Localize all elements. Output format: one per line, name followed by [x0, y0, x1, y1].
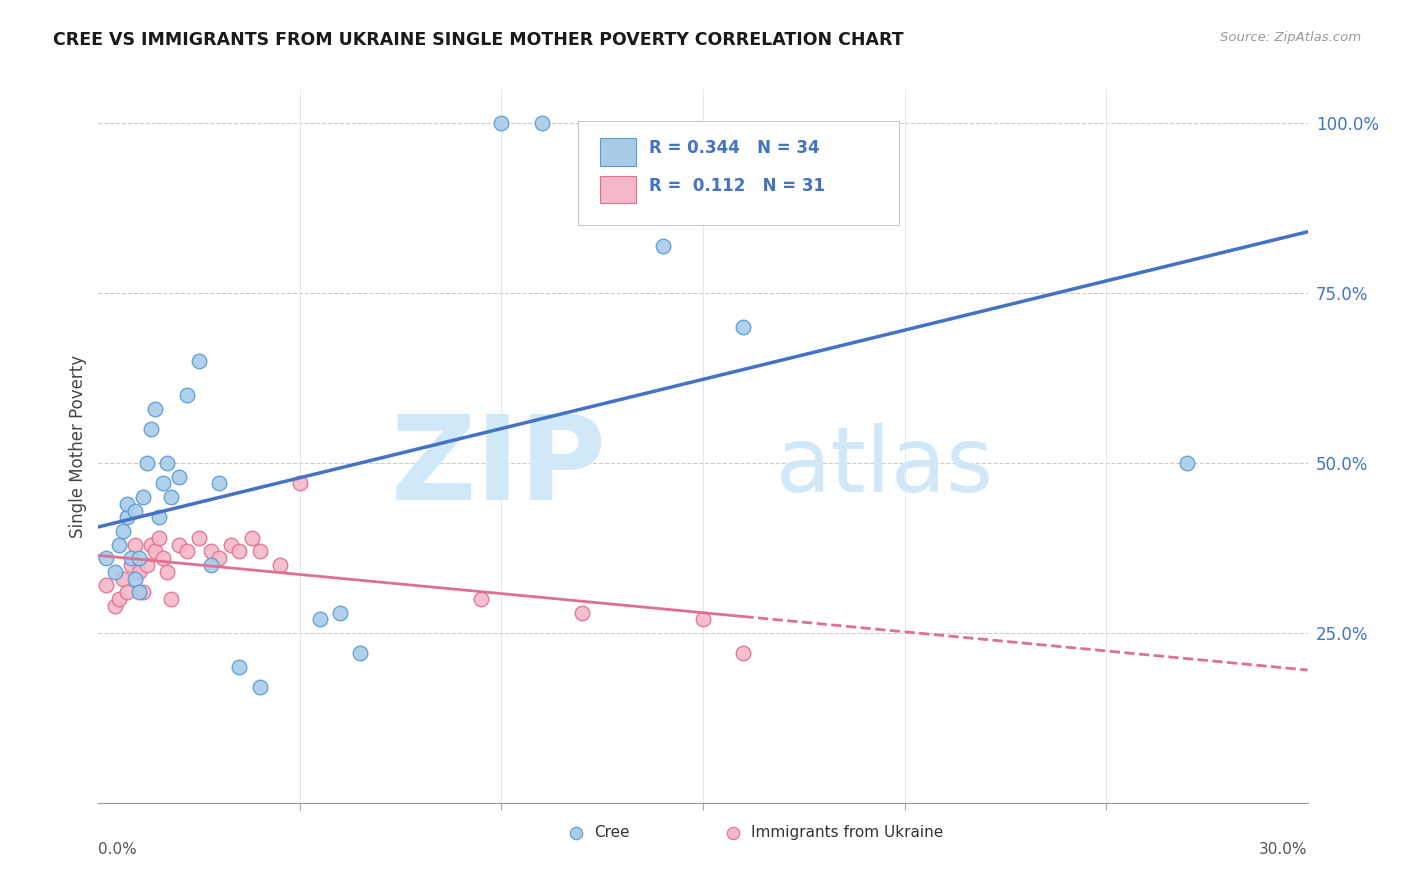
Point [571, 606, 593, 620]
Point [115, 510, 138, 524]
Point [148, 510, 170, 524]
Point [103, 599, 125, 613]
Point [221, 537, 243, 551]
Point [132, 585, 155, 599]
Point [103, 565, 125, 579]
Point [208, 476, 231, 491]
Point [128, 585, 150, 599]
Point [228, 544, 250, 558]
Point [143, 401, 166, 416]
Point [692, 612, 714, 626]
Point [733, 646, 755, 660]
Point [200, 558, 222, 572]
Point [128, 565, 150, 579]
Point [208, 551, 231, 566]
Point [115, 497, 138, 511]
Point [733, 320, 755, 334]
Point [96, 578, 118, 592]
Text: Immigrants from Ukraine: Immigrants from Ukraine [751, 825, 943, 840]
Point [156, 456, 179, 470]
Point [132, 490, 155, 504]
Text: Source: ZipAtlas.com: Source: ZipAtlas.com [1220, 31, 1361, 45]
Point [249, 680, 271, 694]
Point [188, 354, 211, 368]
Point [176, 544, 198, 558]
Y-axis label: Single Mother Poverty: Single Mother Poverty [69, 354, 87, 538]
FancyBboxPatch shape [600, 138, 637, 166]
Point [249, 544, 271, 558]
Text: R = 0.344   N = 34: R = 0.344 N = 34 [648, 139, 820, 157]
Point [349, 646, 371, 660]
Point [111, 572, 134, 586]
Point [148, 531, 170, 545]
FancyBboxPatch shape [600, 177, 637, 203]
Point [107, 591, 129, 606]
Point [167, 537, 190, 551]
Text: R =  0.112   N = 31: R = 0.112 N = 31 [648, 178, 824, 195]
Point [491, 116, 513, 130]
Point [124, 537, 146, 551]
Text: 30.0%: 30.0% [1260, 842, 1308, 857]
FancyBboxPatch shape [578, 121, 898, 225]
Point [240, 531, 263, 545]
Point [176, 388, 198, 402]
Point [120, 551, 142, 566]
Point [156, 565, 179, 579]
Point [120, 558, 142, 572]
Point [124, 572, 146, 586]
Point [115, 585, 138, 599]
Point [139, 422, 162, 436]
Point [228, 660, 250, 674]
Point [96, 551, 118, 566]
Point [651, 238, 673, 252]
Point [200, 544, 222, 558]
Text: 0.0%: 0.0% [98, 842, 138, 857]
Point [269, 558, 291, 572]
Point [188, 531, 211, 545]
Point [128, 551, 150, 566]
Point [160, 591, 183, 606]
Text: CREE VS IMMIGRANTS FROM UKRAINE SINGLE MOTHER POVERTY CORRELATION CHART: CREE VS IMMIGRANTS FROM UKRAINE SINGLE M… [53, 31, 904, 49]
Point [111, 524, 134, 538]
Point [530, 116, 553, 130]
Text: Cree: Cree [595, 825, 630, 840]
Point [1175, 456, 1198, 470]
Point [124, 503, 146, 517]
Point [329, 606, 352, 620]
Point [135, 558, 157, 572]
Point [160, 490, 183, 504]
Text: ZIP: ZIP [391, 410, 606, 524]
Point [288, 476, 311, 491]
Point [139, 537, 162, 551]
Point [143, 544, 166, 558]
Point [152, 476, 174, 491]
Point [135, 456, 157, 470]
Point [152, 551, 174, 566]
Point [309, 612, 332, 626]
Point [470, 591, 492, 606]
Point [107, 537, 129, 551]
Point [167, 469, 190, 483]
Text: atlas: atlas [775, 424, 994, 511]
